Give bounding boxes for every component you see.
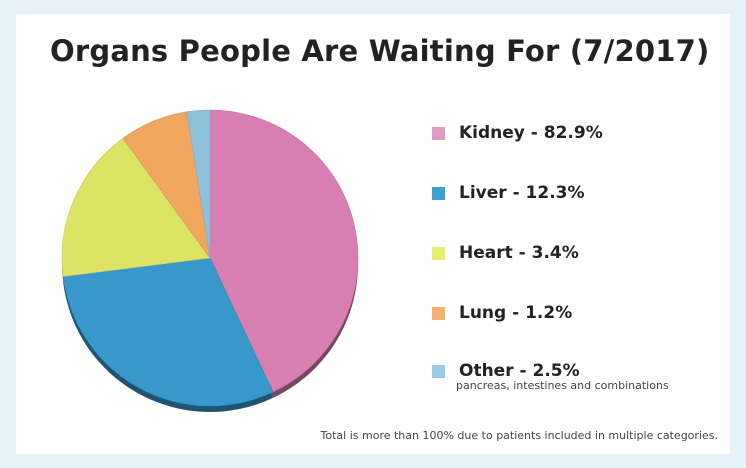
pie-slice-kidney [209, 109, 359, 393]
legend-label-liver: Liver - 12.3% [459, 183, 585, 203]
pie-slice-other [186, 109, 211, 259]
legend-swatch-other [432, 364, 445, 378]
pie-chart [61, 109, 359, 412]
legend-item-lung: Lung - 1.2% [432, 299, 572, 327]
legend-item-heart: Heart - 3.4% [432, 239, 579, 267]
pie-slice-liver [62, 257, 274, 407]
legend-swatch-liver [432, 186, 445, 200]
legend-item-kidney: Kidney - 82.9% [432, 119, 603, 147]
legend-label-lung: Lung - 1.2% [459, 303, 573, 323]
legend-swatch-heart [432, 246, 445, 260]
legend-item-other: Other - 2.5% [432, 357, 580, 385]
legend-label-kidney: Kidney - 82.9% [459, 123, 603, 143]
chart-card: Organs People Are Waiting For (7/2017) K… [16, 14, 730, 454]
chart-footnote: Total is more than 100% due to patients … [320, 429, 718, 442]
chart-title: Organs People Are Waiting For (7/2017) [50, 34, 710, 68]
legend-swatch-lung [432, 306, 445, 320]
legend-label-heart: Heart - 3.4% [459, 243, 579, 263]
legend-swatch-kidney [432, 126, 445, 140]
legend-other-note: pancreas, intestines and combinations [456, 379, 669, 392]
legend-label-other: Other - 2.5% [459, 361, 580, 381]
legend-item-liver: Liver - 12.3% [432, 179, 585, 207]
pie-slice-heart [61, 137, 211, 277]
